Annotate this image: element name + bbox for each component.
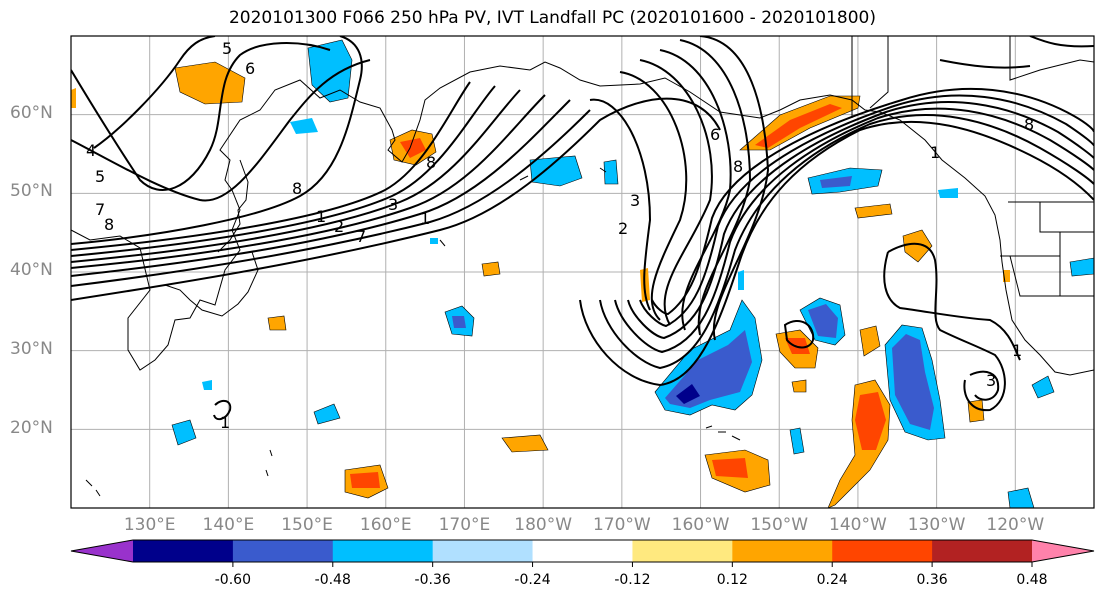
colorbar-tick-label: 0.24 <box>816 572 848 588</box>
lon-label: 140°W <box>829 515 887 535</box>
map-frame <box>70 35 1095 509</box>
contour-label: 8 <box>733 157 743 176</box>
lon-label: 120°W <box>986 515 1045 535</box>
colorbar-tick-label: -0.12 <box>614 572 651 588</box>
lat-label: 60°N <box>10 103 53 123</box>
colorbar-segment <box>832 540 933 562</box>
colorbar-over-extension <box>1032 540 1094 562</box>
contour-label: 1 <box>316 207 326 226</box>
contour-label: 5 <box>95 167 105 186</box>
pv-contours <box>71 36 1094 421</box>
contour-label: 7 <box>356 227 366 246</box>
contour-label: 7 <box>95 200 105 219</box>
colorbar-tick-label: -0.48 <box>314 572 351 588</box>
colorbar-outline <box>70 539 1095 563</box>
contour-label: 6 <box>710 125 720 144</box>
contour-label: 3 <box>986 371 996 390</box>
colorbar-tick-label: -0.36 <box>414 572 451 588</box>
contour-label: 8 <box>292 179 302 198</box>
colorbar-tick-label: 0.36 <box>916 572 948 588</box>
lon-label: 170°W <box>592 515 651 535</box>
lat-label: 20°N <box>10 418 53 438</box>
contour-label: 8 <box>426 153 436 172</box>
contour-label: 1 <box>220 413 230 432</box>
map-title: 2020101300 F066 250 hPa PV, IVT Landfall… <box>228 8 876 28</box>
lon-label: 150°W <box>750 515 809 535</box>
lon-label: 140°E <box>202 515 255 535</box>
contour-label: 5 <box>222 39 232 58</box>
lon-label: 150°E <box>281 515 333 535</box>
contour-labels: 5 6 4 5 7 8 8 1 2 3 8 7 1 2 3 6 8 8 1 3 … <box>86 39 1034 432</box>
contour-label: 1 <box>420 209 430 228</box>
contour-label: 8 <box>104 215 114 234</box>
contour-label: 2 <box>618 219 628 238</box>
lat-label: 50°N <box>10 181 53 201</box>
contour-label: 1 <box>930 143 940 162</box>
lon-label: 160°E <box>359 515 412 535</box>
colorbar-segment <box>432 540 534 562</box>
lat-label: 40°N <box>10 260 53 280</box>
colorbar-segment <box>632 540 733 562</box>
colorbar-segment <box>332 540 434 562</box>
coastlines <box>71 36 1094 497</box>
lon-label: 180°W <box>514 515 573 535</box>
contour-label: 6 <box>245 59 255 78</box>
contour-label: 1 <box>1012 341 1022 360</box>
colorbar-tick-label: -0.60 <box>214 572 251 588</box>
lon-label: 170°E <box>438 515 491 535</box>
colorbar-segment <box>532 540 633 562</box>
shading-positive <box>71 61 1010 508</box>
lon-label: 160°W <box>671 515 730 535</box>
colorbar-segment <box>932 540 1033 562</box>
lat-label: 30°N <box>10 339 53 359</box>
lon-label: 130°W <box>907 515 966 535</box>
colorbar-segment <box>732 540 833 562</box>
lon-label: 130°E <box>123 515 176 535</box>
contour-label: 2 <box>334 217 344 236</box>
colorbar-segment <box>232 540 334 562</box>
colorbar-tick-label: 0.48 <box>1016 572 1048 588</box>
contour-label: 4 <box>86 141 96 160</box>
contour-label: 3 <box>630 191 640 210</box>
colorbar-under-extension <box>71 540 133 562</box>
colorbar-segment <box>133 540 234 562</box>
contour-label: 8 <box>1024 115 1034 134</box>
colorbar-tick-label: -0.24 <box>514 572 551 588</box>
colorbar <box>70 539 1095 567</box>
colorbar-tick-label: 0.12 <box>716 572 748 588</box>
contour-label: 3 <box>388 195 398 214</box>
